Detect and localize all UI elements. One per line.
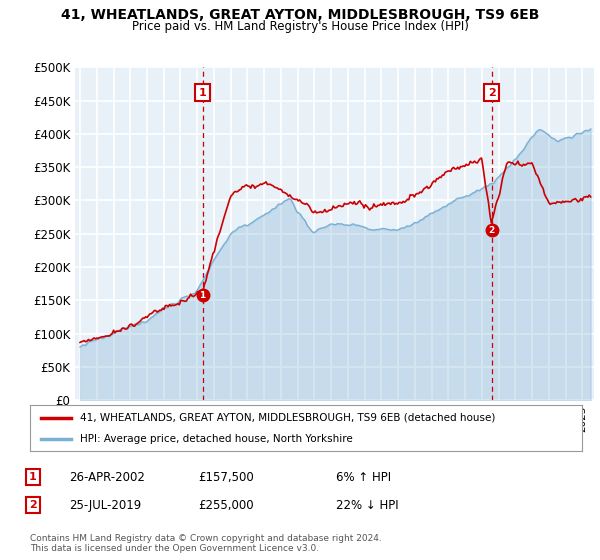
Text: This data is licensed under the Open Government Licence v3.0.: This data is licensed under the Open Gov…	[30, 544, 319, 553]
Text: 2: 2	[488, 226, 494, 235]
Text: 26-APR-2002: 26-APR-2002	[69, 470, 145, 484]
Text: Contains HM Land Registry data © Crown copyright and database right 2024.: Contains HM Land Registry data © Crown c…	[30, 534, 382, 543]
Text: 1: 1	[199, 87, 206, 97]
Text: 22% ↓ HPI: 22% ↓ HPI	[336, 498, 398, 512]
Text: 1: 1	[29, 472, 37, 482]
Text: 41, WHEATLANDS, GREAT AYTON, MIDDLESBROUGH, TS9 6EB (detached house): 41, WHEATLANDS, GREAT AYTON, MIDDLESBROU…	[80, 413, 495, 423]
Text: Price paid vs. HM Land Registry's House Price Index (HPI): Price paid vs. HM Land Registry's House …	[131, 20, 469, 33]
Text: 1: 1	[199, 291, 206, 300]
Text: £255,000: £255,000	[198, 498, 254, 512]
Text: 6% ↑ HPI: 6% ↑ HPI	[336, 470, 391, 484]
Text: 25-JUL-2019: 25-JUL-2019	[69, 498, 141, 512]
Text: 2: 2	[488, 87, 496, 97]
Text: 41, WHEATLANDS, GREAT AYTON, MIDDLESBROUGH, TS9 6EB: 41, WHEATLANDS, GREAT AYTON, MIDDLESBROU…	[61, 8, 539, 22]
Text: 2: 2	[29, 500, 37, 510]
Text: £157,500: £157,500	[198, 470, 254, 484]
Text: HPI: Average price, detached house, North Yorkshire: HPI: Average price, detached house, Nort…	[80, 435, 352, 444]
